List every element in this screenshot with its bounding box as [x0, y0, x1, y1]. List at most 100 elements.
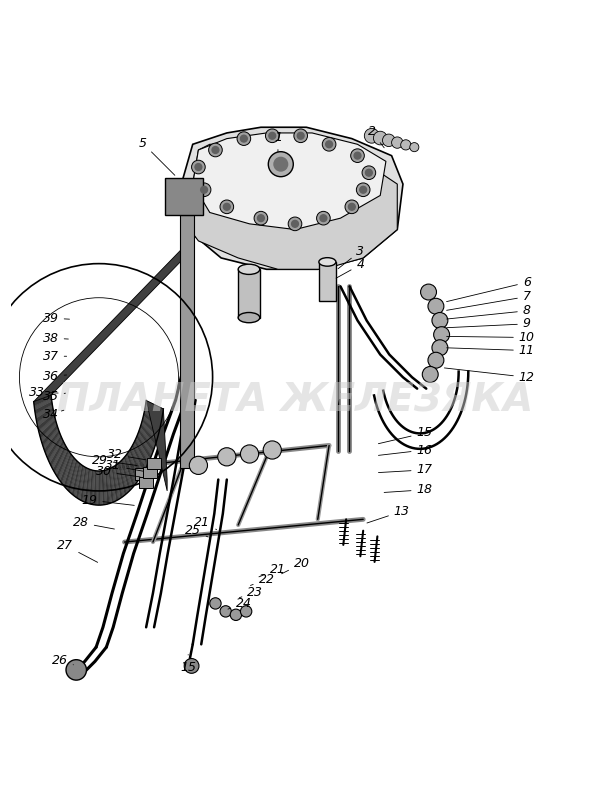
Text: 7: 7 [447, 290, 531, 310]
Polygon shape [53, 445, 67, 473]
Text: 11: 11 [447, 344, 535, 357]
Text: 21: 21 [194, 516, 217, 530]
Polygon shape [34, 250, 181, 402]
Polygon shape [36, 407, 53, 422]
Bar [319, 262, 336, 301]
Text: ПЛАНЕТА ЖЕЛЕЗЯКА: ПЛАНЕТА ЖЕЛЕЗЯКА [57, 381, 533, 419]
Circle shape [392, 137, 403, 148]
Circle shape [241, 445, 258, 463]
Text: 22: 22 [250, 573, 274, 586]
Polygon shape [114, 465, 123, 498]
Polygon shape [55, 447, 68, 475]
Circle shape [317, 211, 330, 225]
Circle shape [201, 186, 208, 193]
Text: 19: 19 [81, 494, 135, 506]
Polygon shape [96, 471, 99, 505]
Circle shape [297, 132, 304, 139]
Circle shape [197, 183, 211, 197]
Polygon shape [60, 453, 72, 483]
Text: 31: 31 [105, 459, 143, 473]
Polygon shape [91, 470, 95, 505]
Polygon shape [119, 461, 129, 494]
Text: 38: 38 [42, 331, 68, 345]
Text: 29: 29 [91, 454, 137, 466]
Polygon shape [35, 405, 53, 418]
Circle shape [373, 131, 387, 145]
Text: 20: 20 [281, 557, 310, 574]
Polygon shape [112, 467, 119, 501]
Polygon shape [58, 451, 70, 481]
Polygon shape [113, 466, 120, 499]
Text: 1: 1 [274, 131, 282, 152]
Polygon shape [43, 428, 59, 450]
Polygon shape [34, 395, 51, 406]
Polygon shape [146, 401, 167, 491]
Polygon shape [51, 442, 65, 470]
Text: 23: 23 [240, 586, 263, 598]
Polygon shape [45, 433, 61, 457]
Polygon shape [101, 470, 105, 505]
Circle shape [224, 203, 230, 210]
Polygon shape [89, 470, 93, 504]
Circle shape [266, 129, 279, 142]
Circle shape [326, 141, 333, 148]
Text: 3: 3 [338, 245, 365, 269]
Circle shape [428, 298, 444, 314]
Polygon shape [132, 444, 145, 472]
Circle shape [195, 164, 202, 170]
Circle shape [432, 340, 448, 356]
Circle shape [274, 158, 287, 171]
Polygon shape [110, 468, 116, 502]
Bar [139, 477, 153, 488]
Circle shape [421, 284, 437, 300]
Polygon shape [136, 434, 152, 459]
Circle shape [209, 143, 222, 157]
Polygon shape [48, 438, 63, 463]
Circle shape [322, 138, 336, 151]
Circle shape [349, 203, 355, 210]
Text: 15: 15 [378, 426, 432, 444]
Text: 33: 33 [29, 386, 58, 398]
Polygon shape [124, 456, 135, 487]
Polygon shape [94, 470, 97, 505]
Circle shape [66, 660, 87, 680]
Text: 37: 37 [42, 350, 67, 362]
Polygon shape [142, 418, 159, 438]
Polygon shape [38, 414, 55, 430]
Text: 35: 35 [42, 390, 65, 402]
Text: 28: 28 [73, 516, 114, 530]
Polygon shape [57, 450, 69, 478]
Circle shape [220, 606, 231, 617]
Circle shape [350, 149, 364, 162]
Polygon shape [72, 462, 80, 496]
Polygon shape [141, 422, 158, 441]
Circle shape [210, 598, 221, 609]
Ellipse shape [238, 313, 260, 322]
Polygon shape [37, 410, 54, 426]
Ellipse shape [238, 264, 260, 274]
Text: 8: 8 [447, 304, 531, 319]
Polygon shape [144, 410, 161, 426]
Circle shape [362, 166, 376, 179]
Polygon shape [98, 471, 100, 505]
Text: 21: 21 [259, 563, 286, 577]
Circle shape [345, 200, 359, 214]
Circle shape [230, 609, 241, 621]
Polygon shape [127, 453, 139, 482]
Polygon shape [103, 470, 107, 505]
Text: 4: 4 [336, 258, 365, 278]
Circle shape [212, 146, 219, 154]
Text: 24: 24 [228, 597, 252, 610]
Polygon shape [80, 467, 87, 501]
Text: 15: 15 [180, 654, 196, 674]
Text: 12: 12 [444, 368, 535, 384]
Text: 5: 5 [139, 137, 175, 175]
Circle shape [184, 658, 199, 674]
Text: 30: 30 [96, 465, 140, 478]
Polygon shape [65, 458, 76, 490]
Text: 25: 25 [185, 524, 208, 537]
Bar [148, 458, 161, 470]
Text: 18: 18 [384, 483, 432, 496]
Polygon shape [116, 464, 124, 497]
Text: 34: 34 [42, 408, 64, 422]
